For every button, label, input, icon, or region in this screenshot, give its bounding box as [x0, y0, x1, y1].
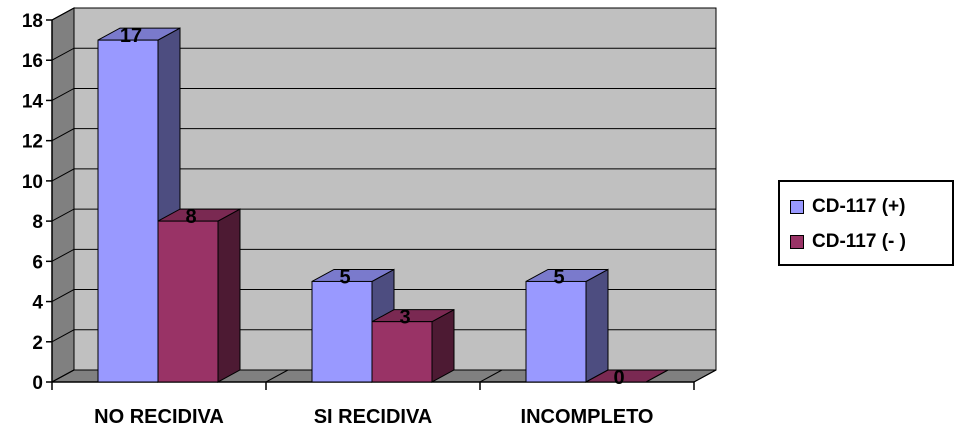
floor-divider	[479, 369, 503, 383]
bar-series-1	[525, 268, 609, 383]
y-tick-label: 0	[32, 373, 43, 394]
bar-side-face	[217, 208, 241, 383]
y-tick-label: 6	[32, 252, 43, 273]
bar-data-label: 5	[553, 266, 564, 288]
y-tick-label: 2	[32, 333, 43, 354]
legend-label-series-2: CD-117 (- )	[812, 231, 906, 252]
gridline	[51, 168, 716, 182]
y-tick-label: 12	[22, 132, 43, 153]
gridline	[51, 329, 716, 343]
bar-series-2	[157, 208, 241, 383]
bar-front-face	[371, 321, 433, 383]
bar-data-label: 5	[339, 266, 350, 288]
gridline	[51, 289, 716, 302]
x-category-label: SI RECIDIVA	[314, 406, 433, 428]
chart-gridlines	[51, 7, 716, 343]
y-tick-label: 10	[22, 172, 43, 193]
y-tick-label: 8	[32, 212, 43, 233]
bar-data-label: 0	[613, 367, 624, 389]
bar-data-label: 8	[185, 206, 196, 228]
bar-front-face	[525, 280, 587, 383]
legend-swatch-series-2	[790, 235, 804, 249]
bar-front-face	[157, 220, 219, 383]
bar-series-2	[585, 369, 669, 383]
bar-data-label: 17	[120, 25, 142, 47]
legend-swatch-series-1	[790, 200, 804, 214]
bar-front-face	[311, 280, 373, 383]
floor-divider	[265, 369, 289, 383]
legend-item-series-1: CD-117 (+)	[790, 195, 905, 219]
bar-data-label: 3	[399, 307, 410, 329]
chart-legend: CD-117 (+) CD-117 (- )	[778, 180, 954, 266]
bar-top-face	[585, 369, 669, 383]
legend-item-series-2: CD-117 (- )	[790, 230, 906, 254]
gridline	[51, 7, 716, 21]
legend-label-series-1: CD-117 (+)	[812, 196, 906, 217]
y-tick-label: 4	[32, 293, 43, 314]
x-category-label: INCOMPLETO	[521, 406, 654, 428]
chart-tick-labels: 0 2 4 6 8 10 12 14 16 18 NO RECIDIVA SI RECIDIVA INC…	[22, 11, 654, 428]
chart-data-labels: 17 8 5 3 5 0	[120, 25, 625, 389]
floor-divider	[51, 369, 75, 383]
gridline	[51, 248, 716, 262]
x-category-label: NO RECIDIVA	[94, 406, 224, 428]
gridline	[51, 47, 716, 61]
gridline	[51, 128, 716, 142]
y-tick-label: 14	[22, 91, 44, 112]
bar-front-face	[97, 39, 159, 383]
floor-divider	[693, 369, 717, 383]
chart-bars	[97, 27, 669, 383]
gridline	[51, 87, 716, 101]
bar-side-face	[585, 268, 609, 383]
gridline	[51, 208, 716, 222]
y-tick-label: 16	[22, 51, 43, 72]
chart-side-wall	[51, 7, 75, 383]
y-tick-label: 18	[22, 11, 43, 32]
bar-side-face	[431, 308, 455, 383]
bar-series-2	[371, 308, 455, 383]
